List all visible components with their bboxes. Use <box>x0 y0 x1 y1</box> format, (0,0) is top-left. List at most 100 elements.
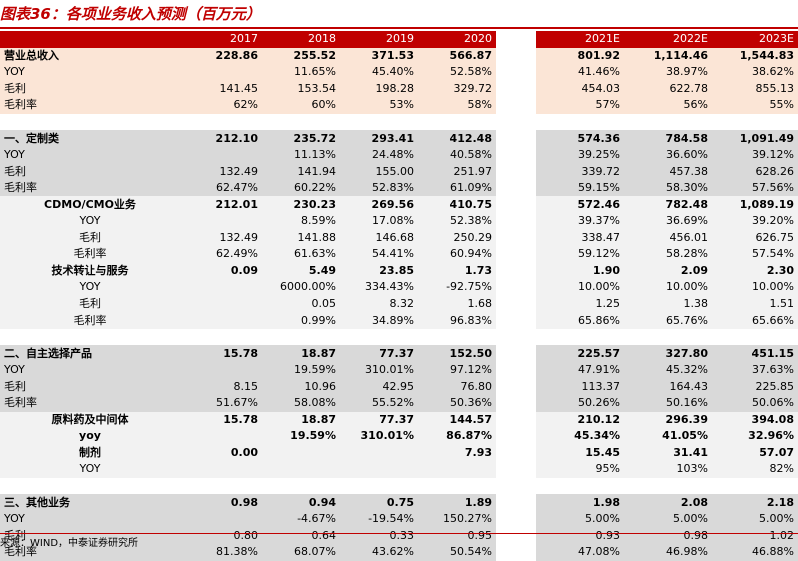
row-label: 毛利 <box>0 527 180 544</box>
row-label: YOY <box>0 64 180 81</box>
gap-cell <box>496 80 536 98</box>
table-row: 技术转让与服务 0.09 5.49 23.85 1.73 1.90 2.09 2.30 <box>0 262 798 280</box>
value-cell: 38.97% <box>624 64 712 81</box>
value-cell: 622.78 <box>624 80 712 98</box>
row-label: YOY <box>0 213 180 230</box>
value-cell <box>262 444 340 462</box>
value-cell: 456.01 <box>624 229 712 247</box>
value-cell: 2.18 <box>712 494 798 511</box>
gap-cell <box>496 163 536 180</box>
value-cell <box>712 477 798 495</box>
row-label: 毛利率 <box>0 246 180 263</box>
value-cell: 1,091.49 <box>712 130 798 147</box>
header-year-cell: 2021E <box>536 31 624 48</box>
header-row: 2017 2018 2019 2020 2021E 2022E 2023E <box>0 31 798 48</box>
value-cell: 334.43% <box>340 279 418 296</box>
value-cell: 1.73 <box>418 262 496 280</box>
gap-cell <box>496 477 536 495</box>
value-cell: 10.00% <box>536 279 624 296</box>
value-cell: 40.58% <box>418 146 496 164</box>
value-cell: 43.62% <box>340 543 418 561</box>
gap-cell <box>496 527 536 544</box>
value-cell: 103% <box>624 461 712 478</box>
value-cell: 59.12% <box>536 246 624 263</box>
value-cell <box>180 146 262 164</box>
value-cell: 96.83% <box>418 312 496 329</box>
header-year-cell: 2022E <box>624 31 712 48</box>
gap-cell <box>496 146 536 164</box>
value-cell: 2.09 <box>624 262 712 280</box>
table-row: 原料药及中间体 15.78 18.87 77.37 144.57 210.12 296.39… <box>0 411 798 429</box>
value-cell: 132.49 <box>180 229 262 247</box>
value-cell: -92.75% <box>418 279 496 296</box>
title-rule <box>0 27 798 29</box>
value-cell: 45.32% <box>624 361 712 379</box>
value-cell: 410.75 <box>418 196 496 214</box>
value-cell: 251.97 <box>418 163 496 180</box>
row-label: 毛利率 <box>0 395 180 412</box>
header-year-cell: 2018 <box>262 31 340 48</box>
value-cell: 19.59% <box>262 361 340 379</box>
row-label: 毛利 <box>0 80 180 98</box>
value-cell: 39.12% <box>712 146 798 164</box>
value-cell: 235.72 <box>262 130 340 147</box>
row-label: 营业总收入 <box>0 47 180 65</box>
value-cell: 1,089.19 <box>712 196 798 214</box>
value-cell: 0.00 <box>180 444 262 462</box>
value-cell: 65.66% <box>712 312 798 329</box>
value-cell: 61.09% <box>418 179 496 197</box>
value-cell: 0.75 <box>340 494 418 511</box>
gap-cell <box>496 428 536 445</box>
value-cell: 86.87% <box>418 428 496 445</box>
value-cell: 5.00% <box>624 510 712 528</box>
value-cell: 57% <box>536 97 624 114</box>
gap-cell <box>496 179 536 197</box>
value-cell: 58.28% <box>624 246 712 263</box>
value-cell: 451.15 <box>712 345 798 362</box>
value-cell: 17.08% <box>340 213 418 230</box>
row-label: 毛利 <box>0 295 180 313</box>
value-cell: 23.85 <box>340 262 418 280</box>
table-row: yoy 19.59% 310.01% 86.87% 45.34% 41.05% 32.96% <box>0 428 798 445</box>
value-cell <box>262 113 340 131</box>
value-cell <box>180 361 262 379</box>
table-row: 毛利率 0.99% 34.89% 96.83% 65.86% 65.76% 65.66% <box>0 312 798 329</box>
value-cell: 1,114.46 <box>624 47 712 65</box>
gap-cell <box>496 213 536 230</box>
value-cell: 47.08% <box>536 543 624 561</box>
value-cell: 55.52% <box>340 395 418 412</box>
value-cell: 41.46% <box>536 64 624 81</box>
value-cell <box>536 113 624 131</box>
value-cell: 782.48 <box>624 196 712 214</box>
value-cell <box>180 461 262 478</box>
value-cell: 36.69% <box>624 213 712 230</box>
value-cell: -4.67% <box>262 510 340 528</box>
value-cell: 0.98 <box>180 494 262 511</box>
value-cell <box>262 477 340 495</box>
table-row: 毛利率 62.49% 61.63% 54.41% 60.94% 59.12% 58.28% 5… <box>0 246 798 263</box>
value-cell <box>180 428 262 445</box>
header-year-cell: 2019 <box>340 31 418 48</box>
table-row: 毛利 132.49 141.94 155.00 251.97 339.72 457.38 62… <box>0 163 798 180</box>
value-cell: 55% <box>712 97 798 114</box>
row-label: 原料药及中间体 <box>0 411 180 429</box>
value-cell: 60.22% <box>262 179 340 197</box>
row-label <box>0 477 180 495</box>
row-label <box>0 113 180 131</box>
source-note: 来源：WIND，中泰证券研究所 <box>0 538 139 549</box>
gap-cell <box>496 246 536 263</box>
value-cell: 50.06% <box>712 395 798 412</box>
value-cell: 144.57 <box>418 411 496 429</box>
value-cell: 572.46 <box>536 196 624 214</box>
value-cell: 153.54 <box>262 80 340 98</box>
header-label-cell <box>0 31 180 48</box>
value-cell: 626.75 <box>712 229 798 247</box>
table-row: 毛利 0.80 0.64 0.33 0.95 0.93 0.98 1.02 <box>0 527 798 544</box>
value-cell <box>180 510 262 528</box>
value-cell: 113.37 <box>536 378 624 396</box>
value-cell: 7.93 <box>418 444 496 462</box>
table-row: YOY 11.65% 45.40% 52.58% 41.46% 38.97% 38.62% <box>0 64 798 81</box>
value-cell: 801.92 <box>536 47 624 65</box>
value-cell <box>262 461 340 478</box>
row-label: 三、其他业务 <box>0 494 180 511</box>
